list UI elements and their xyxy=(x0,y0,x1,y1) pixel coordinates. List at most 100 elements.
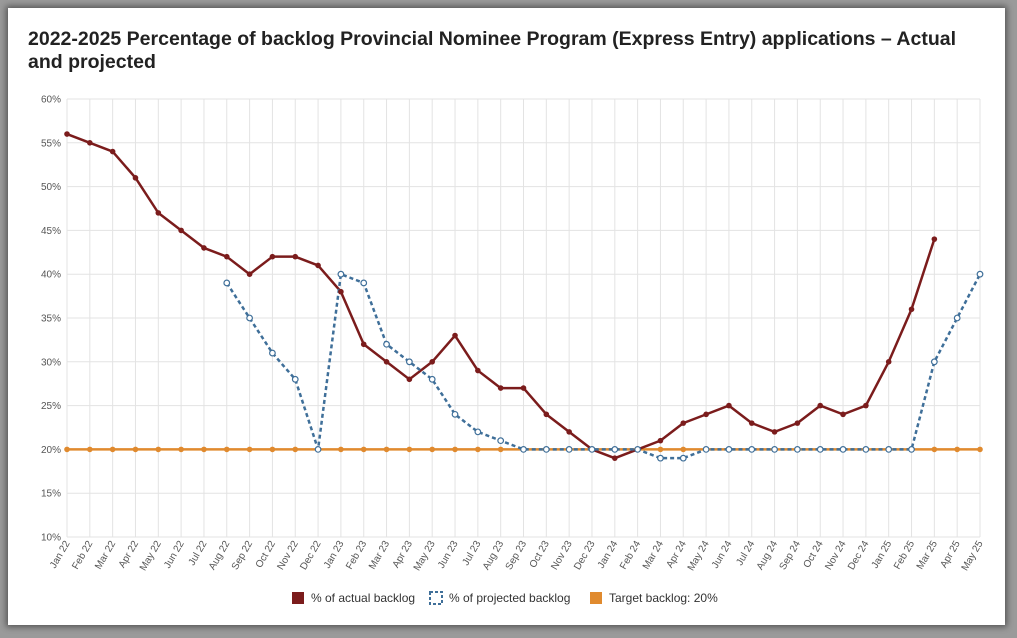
actual-backlog-point xyxy=(406,376,413,383)
projected-backlog-point xyxy=(223,279,231,287)
projected-backlog-point xyxy=(771,446,778,453)
x-tick-label: Sep 24 xyxy=(778,539,804,572)
actual-backlog-point xyxy=(680,420,687,426)
actual-backlog-point xyxy=(794,420,801,426)
projected-backlog-point xyxy=(634,446,642,453)
x-tick-label: Oct 23 xyxy=(528,539,552,570)
actual-backlog-point xyxy=(475,367,481,374)
x-tick-label: Feb 24 xyxy=(618,539,643,572)
actual-backlog-point xyxy=(817,402,824,409)
projected-backlog-point xyxy=(794,446,801,453)
target-backlog-point xyxy=(452,446,458,453)
x-tick-label: Jul 23 xyxy=(461,539,484,568)
projected-backlog-point xyxy=(565,446,573,453)
projected-backlog-point xyxy=(816,446,824,453)
actual-backlog-point xyxy=(64,131,70,137)
actual-backlog-point xyxy=(269,253,276,260)
x-tick-label: Oct 22 xyxy=(254,539,278,570)
x-tick-label: Sep 22 xyxy=(230,539,256,572)
x-tick-label: Jun 23 xyxy=(436,539,461,571)
projected-backlog-point xyxy=(976,270,984,278)
x-tick-label: Sep 23 xyxy=(504,539,530,572)
target-backlog-point xyxy=(497,446,504,453)
series-points xyxy=(64,131,984,462)
actual-backlog-point xyxy=(223,253,230,260)
chart-card: 2022-2025 Percentage of backlog Provinci… xyxy=(8,8,1005,625)
x-tick-label: Jan 25 xyxy=(870,539,895,571)
y-tick-label: 35% xyxy=(41,314,61,325)
actual-backlog-point xyxy=(726,402,732,409)
y-tick-label: 55% xyxy=(41,138,61,149)
target-backlog-point xyxy=(657,446,664,453)
actual-backlog-point xyxy=(657,437,664,444)
y-tick-label: 10% xyxy=(41,533,61,544)
target-backlog-point xyxy=(178,446,184,453)
projected-backlog-point xyxy=(611,446,619,453)
projected-backlog-point xyxy=(839,446,847,453)
target-backlog-point xyxy=(155,446,162,453)
projected-backlog-point xyxy=(657,454,664,462)
target-backlog-point xyxy=(269,446,276,453)
actual-backlog-point xyxy=(497,385,504,391)
legend: % of actual backlog % of projected backlo… xyxy=(292,591,718,605)
projected-backlog-point xyxy=(725,446,733,453)
projected-backlog-point xyxy=(314,446,322,453)
actual-backlog-point xyxy=(429,359,436,365)
actual-backlog-point xyxy=(360,341,367,348)
y-tick-label: 45% xyxy=(41,226,61,237)
y-tick-label: 50% xyxy=(41,182,61,193)
actual-backlog-point xyxy=(748,420,755,426)
legend-swatch-actual xyxy=(292,592,304,604)
projected-backlog-point xyxy=(246,314,254,322)
actual-backlog-point xyxy=(840,411,846,418)
projected-backlog-point xyxy=(337,270,345,278)
target-backlog-point xyxy=(87,446,93,453)
target-backlog-point xyxy=(132,446,139,453)
y-tick-label: 40% xyxy=(41,270,61,281)
projected-backlog-point xyxy=(862,446,870,453)
x-tick-label: Feb 22 xyxy=(70,539,95,572)
target-backlog-point xyxy=(954,446,960,453)
x-tick-label: May 25 xyxy=(960,539,986,573)
projected-backlog-point xyxy=(930,358,938,366)
target-backlog-point xyxy=(201,446,207,453)
x-tick-label: May 22 xyxy=(138,539,164,573)
x-tick-label: Dec 23 xyxy=(572,539,598,572)
actual-backlog-point xyxy=(566,429,572,435)
x-tick-label: Jan 24 xyxy=(596,539,621,571)
actual-backlog-point xyxy=(246,271,253,278)
target-backlog-point xyxy=(383,446,390,453)
target-backlog-point xyxy=(246,446,253,453)
x-tick-label: Apr 24 xyxy=(665,539,689,570)
projected-backlog-point xyxy=(428,375,436,383)
legend-label-target: Target backlog: 20% xyxy=(609,591,718,605)
projected-backlog-point xyxy=(269,349,276,357)
projected-backlog-point xyxy=(405,358,413,366)
target-backlog-point xyxy=(360,446,367,453)
target-backlog-point xyxy=(338,446,344,453)
actual-backlog-point xyxy=(292,253,299,260)
target-backlog-point xyxy=(680,446,687,453)
x-tick-label: Jul 24 xyxy=(734,539,757,568)
actual-backlog-point xyxy=(885,359,892,365)
actual-backlog-point xyxy=(178,227,184,234)
y-tick-label: 60% xyxy=(41,95,61,106)
x-tick-label: Mar 24 xyxy=(641,539,666,572)
projected-backlog-point xyxy=(383,340,390,348)
actual-backlog-point xyxy=(109,148,116,155)
x-tick-label: Mar 25 xyxy=(915,539,940,572)
projected-backlog-point xyxy=(588,446,596,453)
projected-backlog-point xyxy=(497,437,505,445)
line-chart: 10% 15% 20% 25% 30% 35% 40% 45% 50% 55% 60% Jan 22… xyxy=(41,95,986,605)
x-tick-label: May 24 xyxy=(686,539,712,573)
actual-backlog-point xyxy=(863,402,869,409)
target-backlog-point xyxy=(292,446,299,453)
x-tick-label: Apr 22 xyxy=(117,539,141,570)
x-tick-label: Feb 23 xyxy=(344,539,369,572)
y-tick-label: 15% xyxy=(41,489,61,500)
y-tick-label: 30% xyxy=(41,357,61,368)
legend-swatch-target xyxy=(590,592,602,604)
x-tick-label: Jun 24 xyxy=(710,539,735,571)
x-tick-label: Dec 22 xyxy=(298,539,324,572)
